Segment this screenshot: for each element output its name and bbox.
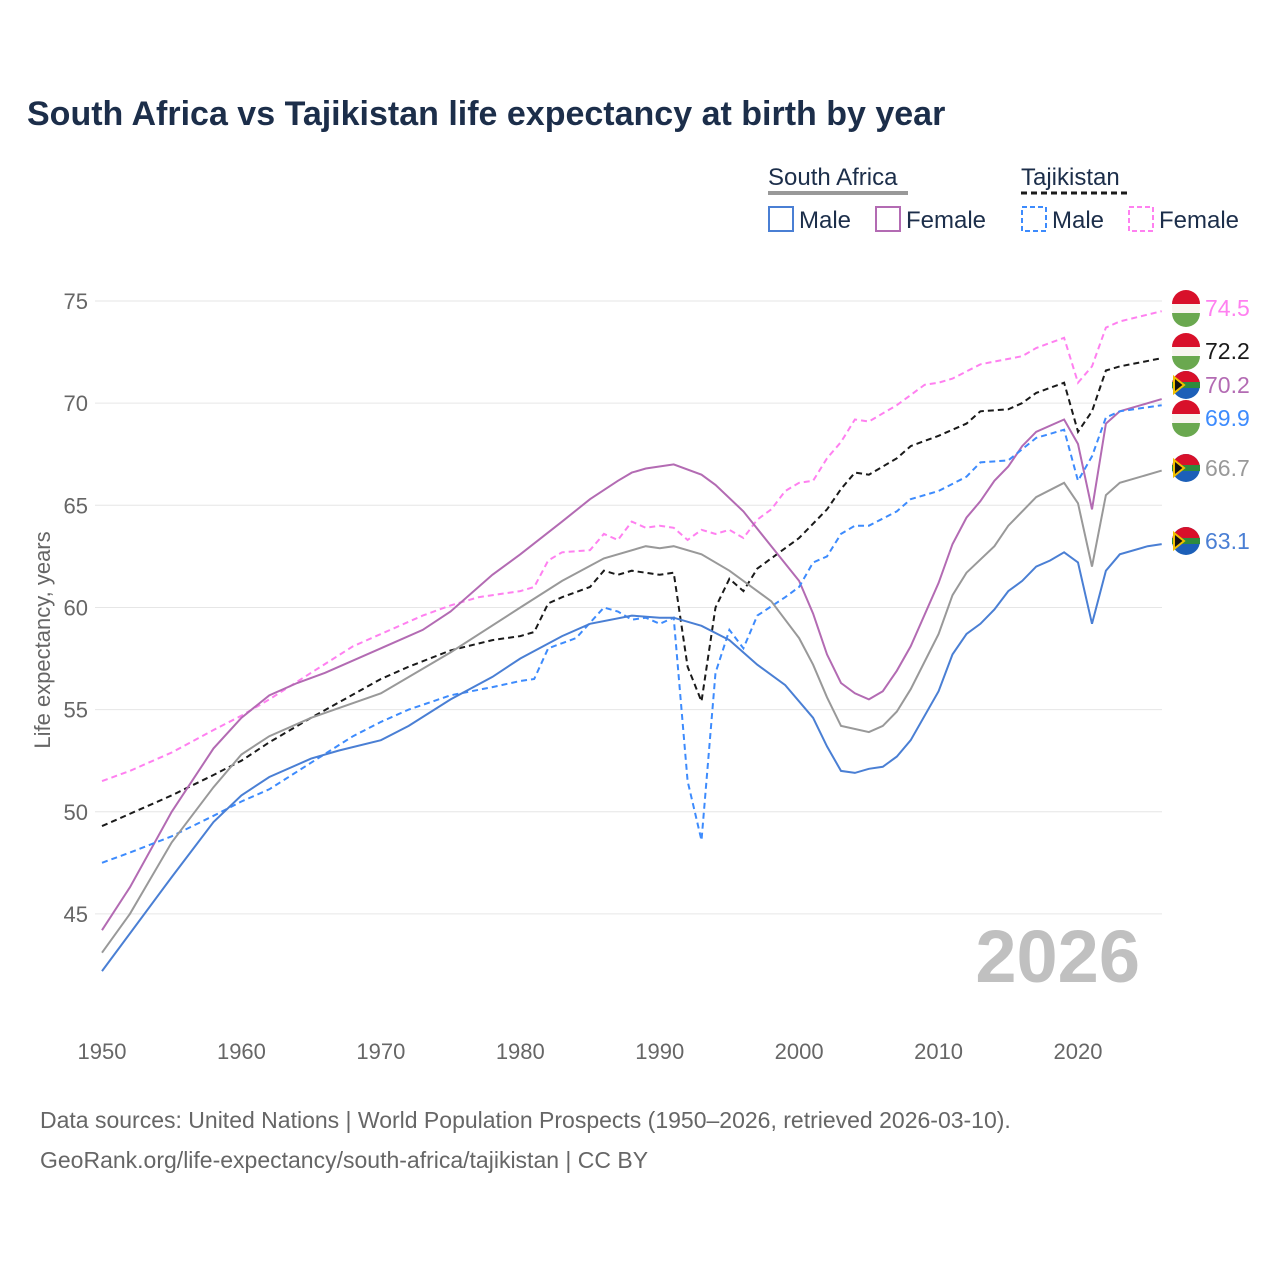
flag-stripe xyxy=(1172,465,1200,471)
legend-item-tajikistan-female: Female xyxy=(1159,207,1239,234)
x-tick-label: 1990 xyxy=(635,1039,684,1064)
flag-stripe xyxy=(1172,333,1200,347)
end-label-tajikistan: 72.2 xyxy=(1205,338,1250,364)
footer-sources: Data sources: United Nations | World Pop… xyxy=(40,1107,1011,1133)
flag-stripe xyxy=(1173,374,1186,396)
end-label-south-africa-male: 63.1 xyxy=(1205,528,1250,554)
legend-swatch xyxy=(1128,206,1154,232)
x-tick-label: 1950 xyxy=(78,1039,127,1064)
legend-swatch xyxy=(1021,206,1047,232)
series-line-tajikistan-male xyxy=(101,404,1162,864)
flag-stripe xyxy=(1173,457,1186,479)
chart-title: South Africa vs Tajikistan life expectan… xyxy=(27,95,946,133)
y-tick-label: 70 xyxy=(64,391,88,416)
legend-swatch xyxy=(768,206,794,232)
x-tick-label: 2020 xyxy=(1054,1039,1103,1064)
y-tick-label: 55 xyxy=(64,698,88,723)
series-line-south-africa xyxy=(101,469,1162,954)
legend-group-tajikistan: Tajikistan xyxy=(1021,164,1120,191)
y-tick-label: 60 xyxy=(64,595,88,620)
flag-stripe xyxy=(1172,290,1200,304)
end-label-south-africa: 66.7 xyxy=(1205,455,1250,481)
y-tick-label: 75 xyxy=(64,289,88,314)
legend-item-tajikistan-male: Male xyxy=(1052,207,1104,234)
x-tick-label: 1980 xyxy=(496,1039,545,1064)
x-tick-label: 1970 xyxy=(356,1039,405,1064)
series-line-tajikistan xyxy=(101,357,1162,828)
x-tick-label: 1960 xyxy=(217,1039,266,1064)
flag-stripe xyxy=(1172,400,1200,414)
series-line-tajikistan-female xyxy=(101,310,1162,783)
series-line-south-africa-female xyxy=(101,398,1162,931)
flag-stripe xyxy=(1172,382,1200,388)
end-label-tajikistan-female: 74.5 xyxy=(1205,295,1250,321)
end-label-south-africa-female: 70.2 xyxy=(1205,372,1250,398)
y-tick-label: 50 xyxy=(64,800,88,825)
flag-stripe xyxy=(1173,530,1186,552)
legend-group-south-africa: South Africa xyxy=(768,164,898,191)
y-tick-label: 45 xyxy=(64,902,88,927)
x-tick-label: 2010 xyxy=(914,1039,963,1064)
footer-link: GeoRank.org/life-expectancy/south-africa… xyxy=(40,1147,649,1173)
legend-item-south-africa-male: Male xyxy=(799,207,851,234)
flag-stripe xyxy=(1172,423,1200,437)
series-line-south-africa-male xyxy=(101,543,1162,972)
x-tick-label: 2000 xyxy=(775,1039,824,1064)
flag-stripe xyxy=(1172,538,1200,544)
flag-stripe xyxy=(1172,356,1200,370)
y-axis-label: Life expectancy, years xyxy=(30,531,55,748)
y-tick-label: 65 xyxy=(64,493,88,518)
legend-item-south-africa-female: Female xyxy=(906,207,986,234)
flag-stripe xyxy=(1172,313,1200,327)
year-watermark: 2026 xyxy=(975,915,1140,998)
legend-swatch xyxy=(875,206,901,232)
end-label-tajikistan-male: 69.9 xyxy=(1205,405,1250,431)
